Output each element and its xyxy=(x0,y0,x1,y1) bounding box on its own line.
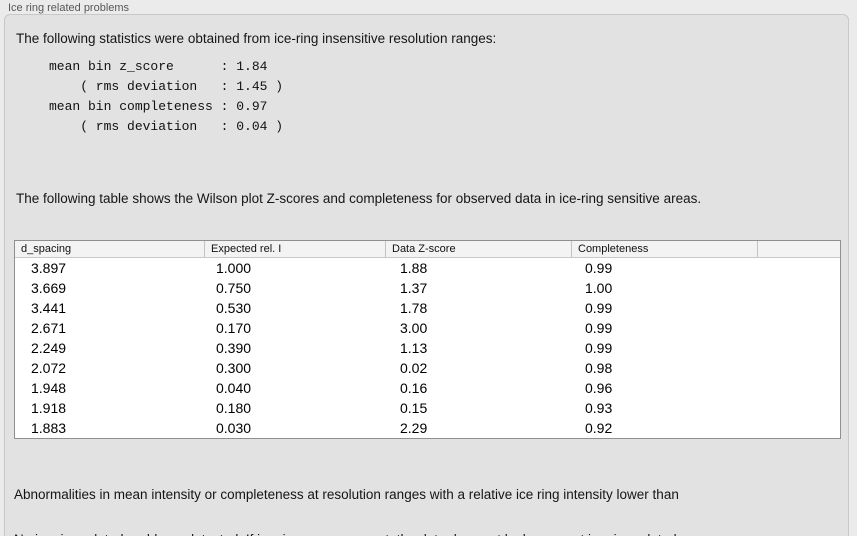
table-row[interactable]: 2.671 0.170 3.00 0.99 xyxy=(15,318,840,338)
table-cell: 3.897 xyxy=(31,260,67,276)
table-cell: 1.883 xyxy=(31,420,67,436)
table-cell: 0.16 xyxy=(400,380,428,396)
table-cell: 0.92 xyxy=(585,420,613,436)
table-cell: 0.99 xyxy=(585,260,613,276)
table-header-row: d_spacing Expected rel. I Data Z-score C… xyxy=(15,241,840,258)
table-cell: 0.300 xyxy=(216,360,252,376)
table-cell: 2.072 xyxy=(31,360,67,376)
table-row[interactable]: 3.669 0.750 1.37 1.00 xyxy=(15,278,840,298)
intro-paragraph: The following statistics were obtained f… xyxy=(16,31,497,46)
column-header-completeness[interactable]: Completeness xyxy=(572,241,758,257)
table-cell: 2.671 xyxy=(31,320,67,336)
stats-line: mean bin completeness : 0.97 xyxy=(49,99,268,114)
table-cell: 1.13 xyxy=(400,340,428,356)
column-header-expected-rel-i[interactable]: Expected rel. I xyxy=(205,241,386,257)
table-cell: 0.750 xyxy=(216,280,252,296)
table-cell: 2.29 xyxy=(400,420,428,436)
stats-summary-block: mean bin z_score : 1.84 ( rms deviation … xyxy=(49,57,283,137)
table-row[interactable]: 3.897 1.000 1.88 0.99 xyxy=(15,258,840,278)
table-cell: 0.99 xyxy=(585,320,613,336)
table-cell: 3.669 xyxy=(31,280,67,296)
table-cell: 3.00 xyxy=(400,320,428,336)
table-cell: 0.040 xyxy=(216,380,252,396)
table-cell: 0.170 xyxy=(216,320,252,336)
column-header-d-spacing[interactable]: d_spacing xyxy=(15,241,205,257)
table-row[interactable]: 2.249 0.390 1.13 0.99 xyxy=(15,338,840,358)
table-row[interactable]: 3.441 0.530 1.78 0.99 xyxy=(15,298,840,318)
table-cell: 0.030 xyxy=(216,420,252,436)
table-body: 3.897 1.000 1.88 0.99 3.669 0.750 1.37 1.00 3.44… xyxy=(15,258,840,438)
conclusion-paragraph: No ice ring related problems detected. I… xyxy=(14,494,677,536)
table-cell: 1.918 xyxy=(31,400,67,416)
table-cell: 1.000 xyxy=(216,260,252,276)
stats-line: ( rms deviation : 0.04 ) xyxy=(49,119,284,134)
ice-ring-table[interactable]: d_spacing Expected rel. I Data Z-score C… xyxy=(14,240,841,439)
table-cell: 0.96 xyxy=(585,380,613,396)
table-cell: 0.93 xyxy=(585,400,613,416)
table-cell: 0.15 xyxy=(400,400,428,416)
table-cell: 0.98 xyxy=(585,360,613,376)
stats-line: mean bin z_score : 1.84 xyxy=(49,59,268,74)
table-cell: 0.99 xyxy=(585,340,613,356)
table-row[interactable]: 2.072 0.300 0.02 0.98 xyxy=(15,358,840,378)
table-cell: 0.02 xyxy=(400,360,428,376)
table-cell: 1.37 xyxy=(400,280,428,296)
conclusion-line: No ice ring related problems detected. I… xyxy=(14,531,677,536)
ignore-note-line: Abnormalities in mean intensity or compl… xyxy=(14,487,679,502)
ignore-note-paragraph: Abnormalities in mean intensity or compl… xyxy=(14,449,679,536)
table-cell: 1.78 xyxy=(400,300,428,316)
table-cell: 0.390 xyxy=(216,340,252,356)
description-line: The following table shows the Wilson plo… xyxy=(16,191,702,206)
table-cell: 3.441 xyxy=(31,300,67,316)
table-cell: 0.180 xyxy=(216,400,252,416)
table-cell: 1.00 xyxy=(585,280,613,296)
table-cell: 2.249 xyxy=(31,340,67,356)
table-cell: 0.530 xyxy=(216,300,252,316)
column-header-data-z-score[interactable]: Data Z-score xyxy=(386,241,572,257)
table-row[interactable]: 1.918 0.180 0.15 0.93 xyxy=(15,398,840,418)
stats-line: ( rms deviation : 1.45 ) xyxy=(49,79,284,94)
table-cell: 1.948 xyxy=(31,380,67,396)
column-header-empty[interactable] xyxy=(758,241,840,257)
table-row[interactable]: 1.883 0.030 2.29 0.92 xyxy=(15,418,840,438)
group-box-label: Ice ring related problems xyxy=(8,2,130,14)
table-cell: 1.88 xyxy=(400,260,428,276)
table-cell: 0.99 xyxy=(585,300,613,316)
table-row[interactable]: 1.948 0.040 0.16 0.96 xyxy=(15,378,840,398)
